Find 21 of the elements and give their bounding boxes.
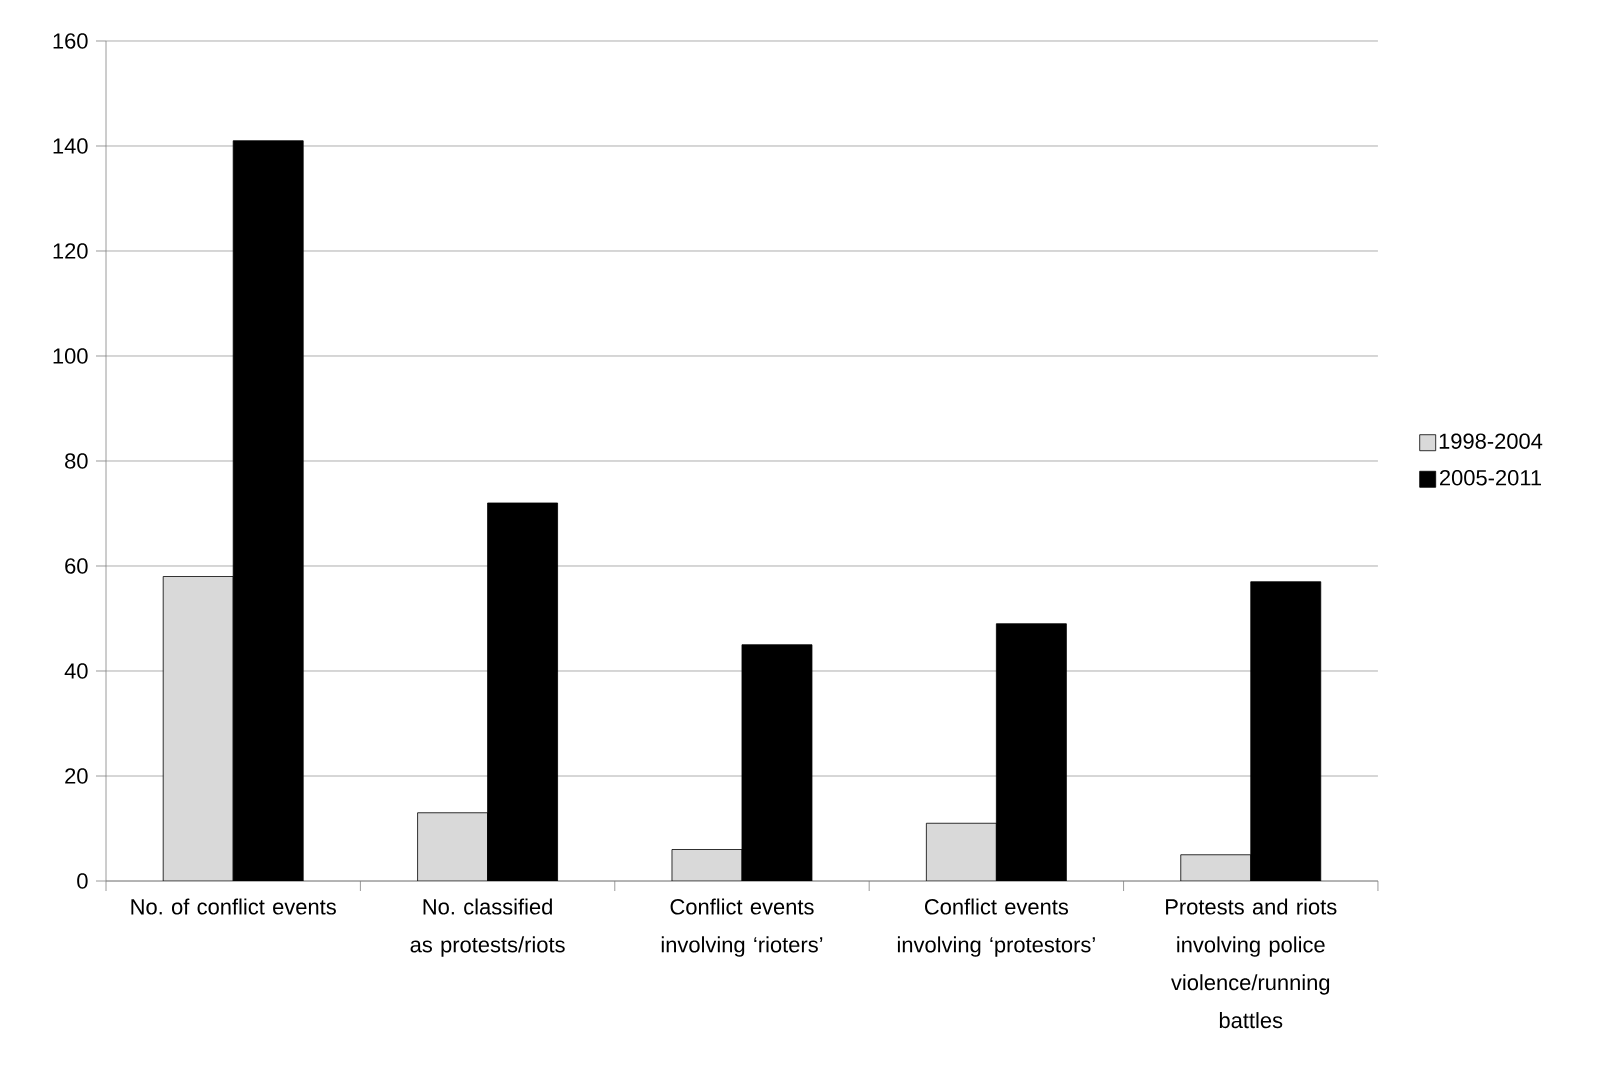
y-tick-label: 20 <box>65 768 88 784</box>
bar <box>671 849 743 881</box>
y-tick-label: 160 <box>53 33 88 49</box>
y-tick-label: 60 <box>65 558 88 574</box>
y-tick-label: 140 <box>53 138 88 154</box>
bar <box>162 576 234 881</box>
legend-label: 2005-2011 <box>1440 469 1541 486</box>
y-tick-label: 80 <box>65 453 88 469</box>
bar <box>1180 854 1252 881</box>
legend-label: 1998-2004 <box>1439 433 1543 449</box>
x-tick-label: No. classified as protests/riots <box>410 898 565 957</box>
bar <box>417 812 488 881</box>
x-tick-label: Conflict events involving ‘protestors’ <box>897 898 1095 957</box>
y-tick-label: 40 <box>64 663 88 679</box>
y-tick-label: 100 <box>53 348 88 364</box>
x-tick-label: Protests and riots involving police violence/running battles <box>1166 898 1337 1029</box>
x-tick-label: No. of conflict events <box>131 898 336 915</box>
y-tick-label: 120 <box>53 243 88 259</box>
y-tick-label: 0 <box>77 873 88 889</box>
bar <box>925 822 997 881</box>
x-tick-label: Conflict events involving ‘rioters’ <box>661 898 823 957</box>
